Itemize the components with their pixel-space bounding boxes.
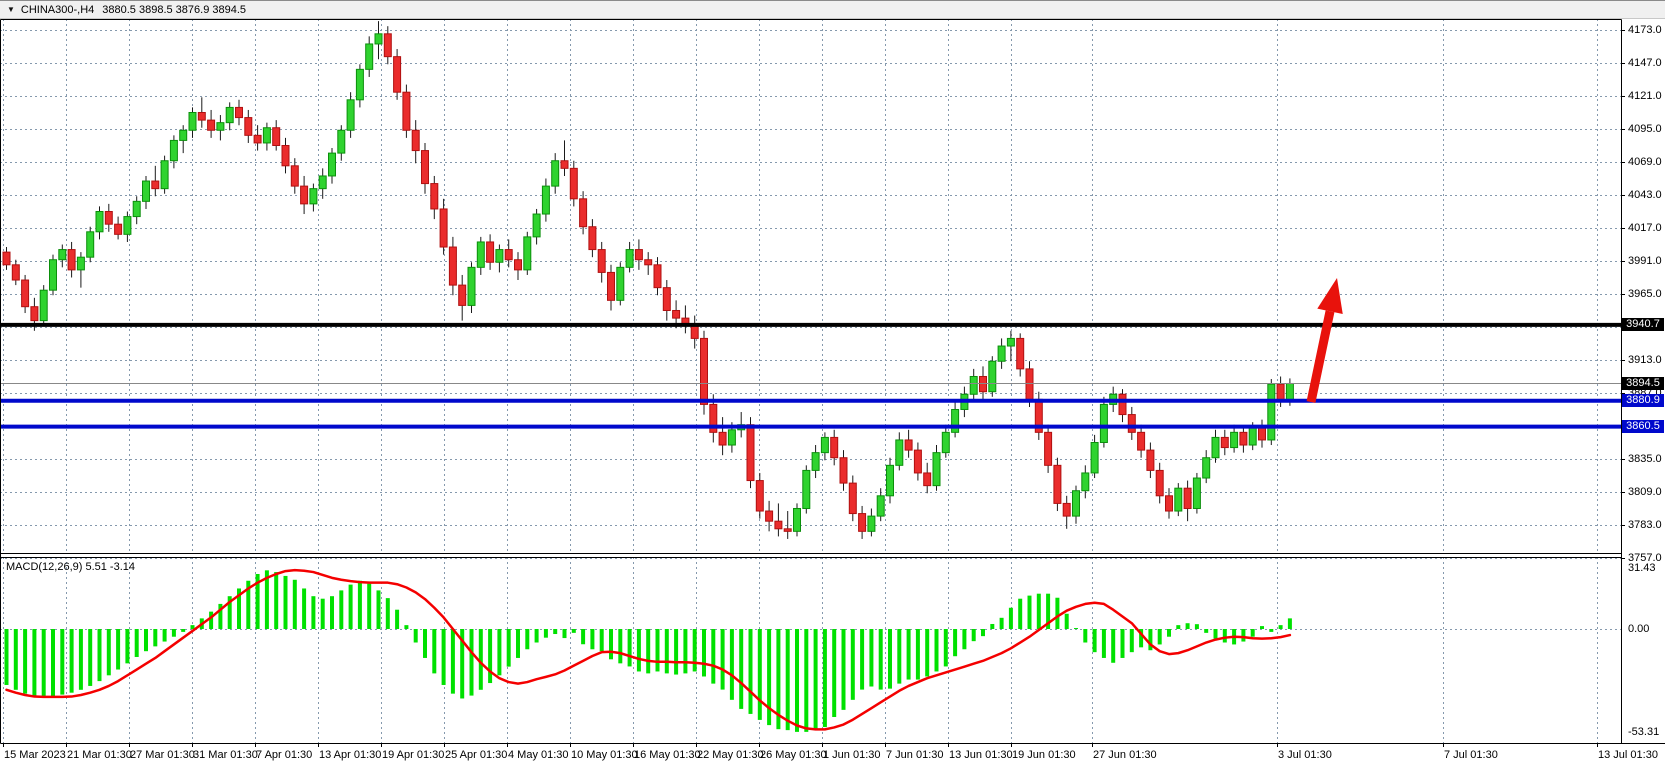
time-axis-label: 19 Apr 01:30 (382, 749, 445, 761)
time-axis-label: 13 Apr 01:30 (319, 749, 382, 761)
time-axis-label: 26 May 01:30 (760, 749, 827, 761)
price-tick-label: 4017.0 (1628, 221, 1662, 234)
time-axis-label: 15 Mar 2023 (4, 749, 66, 761)
time-axis-label: 3 Jul 01:30 (1278, 749, 1332, 761)
time-axis-label: 7 Jul 01:30 (1444, 749, 1498, 761)
time-axis-label: 13 Jul 01:30 (1598, 749, 1658, 761)
price-tick-label: 3757.0 (1628, 551, 1662, 564)
price-tick-label: 4121.0 (1628, 89, 1662, 102)
candlesticks (2, 21, 1294, 539)
gridlines (0, 19, 1625, 747)
price-tick-label: 4069.0 (1628, 155, 1662, 168)
time-axis-label: 13 Jun 01:30 (949, 749, 1013, 761)
price-badge: 3880.9 (1622, 394, 1664, 408)
chart-titlebar[interactable]: ▼ CHINA300-,H4 3880.5 3898.5 3876.9 3894… (0, 1, 1665, 19)
price-tick-label: 3913.0 (1628, 353, 1662, 366)
macd-histogram (4, 570, 1292, 732)
time-axis-label: 27 Jun 01:30 (1093, 749, 1157, 761)
time-axis-label: 27 Mar 01:30 (130, 749, 195, 761)
price-tick-label: 3965.0 (1628, 287, 1662, 300)
time-axis-label: 22 May 01:30 (697, 749, 764, 761)
price-badge: 3894.5 (1622, 376, 1664, 390)
price-tick-label: 4043.0 (1628, 188, 1662, 201)
price-tick-label: 4147.0 (1628, 56, 1662, 69)
price-tick-label: 4173.0 (1628, 24, 1662, 36)
macd-scale-label: -53.31 (1628, 725, 1660, 738)
price-tick-label: 3835.0 (1628, 452, 1662, 465)
time-axis-label: 7 Apr 01:30 (256, 749, 313, 761)
time-axis-label: 1 Jun 01:30 (823, 749, 881, 761)
price-badge: 3860.5 (1622, 420, 1664, 434)
price-tick-label: 3809.0 (1628, 485, 1662, 498)
price-tick-label: 3991.0 (1628, 254, 1662, 267)
macd-scale-label: 0.00 (1628, 623, 1650, 635)
chart-title-symbol-period: CHINA300-,H4 (20, 3, 95, 16)
trend-arrow-annotation[interactable] (1306, 278, 1343, 403)
chart-dropdown-icon[interactable]: ▼ (7, 5, 15, 14)
time-axis-label: 21 Mar 01:30 (67, 749, 132, 761)
price-badge: 3940.7 (1622, 318, 1664, 332)
time-axis-label: 25 Apr 01:30 (445, 749, 508, 761)
macd-signal-line (5, 568, 1292, 731)
price-tick-label: 4095.0 (1628, 122, 1662, 135)
macd-indicator-label: MACD(12,26,9) 5.51 -3.14 (6, 561, 136, 573)
time-axis-label: 4 May 01:30 (508, 749, 569, 761)
time-axis-label: 7 Jun 01:30 (886, 749, 944, 761)
time-axis-label: 19 Jun 01:30 (1012, 749, 1076, 761)
time-axis-label: 31 Mar 01:30 (193, 749, 258, 761)
time-axis-label: 10 May 01:30 (571, 749, 638, 761)
price-tick-label: 3783.0 (1628, 518, 1662, 531)
time-axis-label: 16 May 01:30 (634, 749, 701, 761)
chart-title-ohlc-quotes: 3880.5 3898.5 3876.9 3894.5 (102, 3, 247, 16)
macd-scale-label: 31.43 (1628, 562, 1656, 575)
